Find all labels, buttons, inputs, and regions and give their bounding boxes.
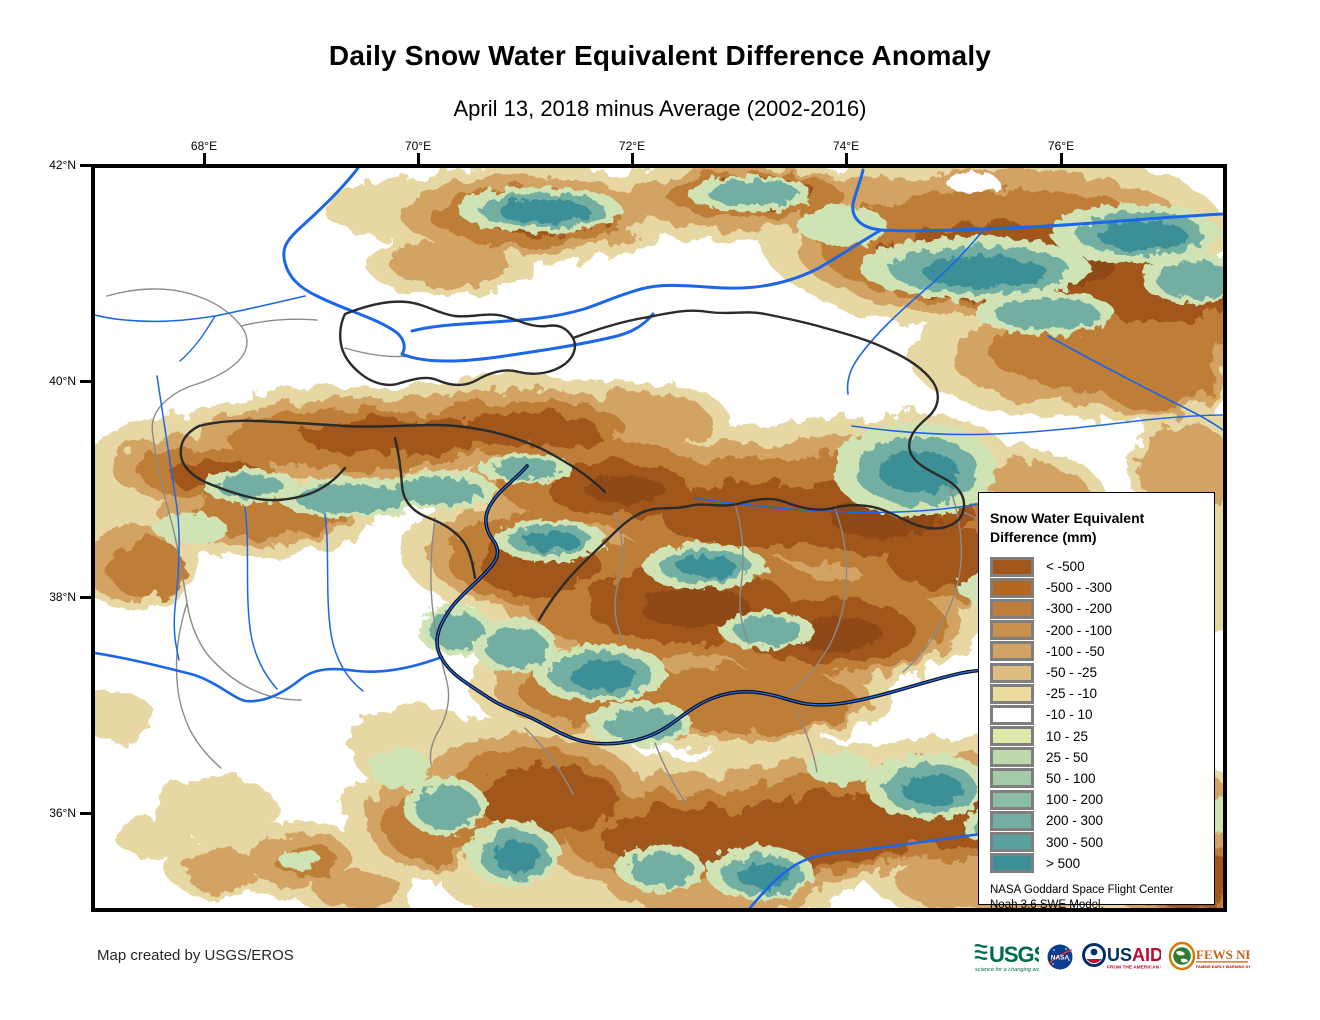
legend-entry: -50 - -25 xyxy=(990,662,1214,683)
longitude-label: 76°E xyxy=(1047,139,1075,153)
legend-label: 10 - 25 xyxy=(1046,728,1089,744)
longitude-tick: 68°E xyxy=(181,139,227,164)
longitude-tick: 70°E xyxy=(395,139,441,164)
country-borders xyxy=(179,300,966,622)
legend-label: -25 - -10 xyxy=(1046,686,1098,702)
legend-title: Snow Water Equivalent Difference (mm) xyxy=(990,510,1145,545)
legend-swatch xyxy=(990,620,1034,641)
usgs-tagline: science for a changing world xyxy=(975,967,1039,973)
legend-swatch xyxy=(990,789,1034,810)
legend-label: > 500 xyxy=(1046,855,1081,871)
page-subtitle: April 13, 2018 minus Average (2002-2016) xyxy=(453,96,867,121)
legend-label: 100 - 200 xyxy=(1046,792,1104,808)
legend-swatch xyxy=(990,662,1034,683)
tick-mark xyxy=(1059,153,1063,164)
usaid-tagline: FROM THE AMERICAN PEOPLE xyxy=(1107,965,1161,971)
tick-mark xyxy=(844,153,848,164)
legend-label: -100 - -50 xyxy=(1046,643,1105,659)
legend-entry: 200 - 300 xyxy=(990,810,1214,831)
legend-entry: 50 - 100 xyxy=(990,768,1214,789)
legend-swatch xyxy=(990,598,1034,619)
usgs-wordmark: USGS xyxy=(989,942,1039,967)
map-credits: Map created by USGS/EROS xyxy=(97,947,294,964)
latitude-label: 38°N xyxy=(49,590,76,604)
legend-entry: -10 - 10 xyxy=(990,704,1214,725)
legend-label: -10 - 10 xyxy=(1046,707,1093,723)
legend-swatch xyxy=(990,641,1034,662)
legend-entry: > 500 xyxy=(990,853,1214,874)
legend-label: 25 - 50 xyxy=(1046,749,1089,765)
legend-label: -200 - -100 xyxy=(1046,622,1113,638)
no-data-patch xyxy=(947,172,999,194)
legend-entry: 10 - 25 xyxy=(990,726,1214,747)
legend-swatch xyxy=(990,556,1034,577)
tick-mark xyxy=(80,595,91,599)
latitude-tick: 40°N xyxy=(0,373,91,389)
longitude-tick: 74°E xyxy=(823,139,869,164)
legend-swatch xyxy=(990,853,1034,874)
usgs-logo: USGS science for a changing world xyxy=(974,942,1039,973)
tick-mark xyxy=(80,379,91,383)
legend-label: -50 - -25 xyxy=(1046,665,1098,681)
tick-mark xyxy=(80,811,91,815)
latitude-tick: 42°N xyxy=(0,157,91,173)
legend-entry: < -500 xyxy=(990,556,1214,577)
nasa-logo: NASA xyxy=(1047,944,1073,970)
latitude-tick: 36°N xyxy=(0,805,91,821)
legend-entry: 300 - 500 xyxy=(990,831,1214,853)
legend-swatch xyxy=(990,577,1034,598)
longitude-label: 72°E xyxy=(618,139,646,153)
legend-entries: < -500 -500 - -300 -300 - -200 -200 - -1… xyxy=(990,556,1214,874)
page-title: Daily Snow Water Equivalent Difference A… xyxy=(328,40,992,71)
legend-entry: -500 - -300 xyxy=(990,577,1214,598)
fewsnet-logo: FEWS NET FAMINE EARLY WARNING SYSTEMS NE… xyxy=(1168,941,1250,971)
longitude-tick: 72°E xyxy=(609,139,655,164)
legend-box: Snow Water Equivalent Difference (mm) < … xyxy=(978,492,1215,911)
legend-entry: -300 - -200 xyxy=(990,598,1214,619)
fewsnet-wordmark: FEWS NET xyxy=(1196,947,1250,962)
legend-label: < -500 xyxy=(1046,559,1085,575)
usaid-wordmark: USAID xyxy=(1107,945,1161,965)
legend-swatch xyxy=(990,704,1034,725)
legend-swatch xyxy=(990,726,1034,747)
legend-swatch xyxy=(990,747,1034,768)
tick-mark xyxy=(630,153,634,164)
latitude-tick: 38°N xyxy=(0,589,91,605)
terrain-positive-anomaly xyxy=(153,172,1223,900)
latitude-label: 36°N xyxy=(49,806,76,820)
longitude-label: 68°E xyxy=(190,139,218,153)
legend-source: NASA Goddard Space Flight Center Noah 3.… xyxy=(990,883,1174,911)
legend-swatch xyxy=(990,832,1034,853)
longitude-label: 74°E xyxy=(832,139,860,153)
legend-entry: -200 - -100 xyxy=(990,620,1214,641)
latitude-label: 40°N xyxy=(49,374,76,388)
legend-entry: 100 - 200 xyxy=(990,789,1214,810)
legend-swatch xyxy=(990,683,1034,704)
tick-mark xyxy=(416,153,420,164)
legend-label: 50 - 100 xyxy=(1046,770,1096,786)
legend-entry: -100 - -50 xyxy=(990,641,1214,662)
basin-borders xyxy=(106,288,1016,803)
tick-mark xyxy=(80,163,91,167)
swe-anomaly-raster xyxy=(95,168,1223,908)
tick-mark xyxy=(202,153,206,164)
legend-swatch xyxy=(990,768,1034,789)
panj-border-river xyxy=(435,464,992,746)
nasa-wordmark: NASA xyxy=(1051,955,1070,962)
fewsnet-tagline: FAMINE EARLY WARNING SYSTEMS NETWORK xyxy=(1196,964,1250,969)
legend-entry: 25 - 50 xyxy=(990,747,1214,768)
usaid-logo: USAID FROM THE AMERICAN PEOPLE xyxy=(1082,943,1161,971)
legend-entry: -25 - -10 xyxy=(990,683,1214,704)
latitude-label: 42°N xyxy=(49,158,76,172)
legend-label: 300 - 500 xyxy=(1046,834,1104,850)
legend-swatch xyxy=(990,810,1034,831)
longitude-tick: 76°E xyxy=(1038,139,1084,164)
legend-label: -500 - -300 xyxy=(1046,580,1113,596)
longitude-label: 70°E xyxy=(404,139,432,153)
logo-strip: USGS science for a changing world NASA U… xyxy=(973,937,1250,977)
map-canvas xyxy=(91,164,1227,912)
legend-label: -300 - -200 xyxy=(1046,601,1113,617)
legend-label: 200 - 300 xyxy=(1046,813,1104,829)
